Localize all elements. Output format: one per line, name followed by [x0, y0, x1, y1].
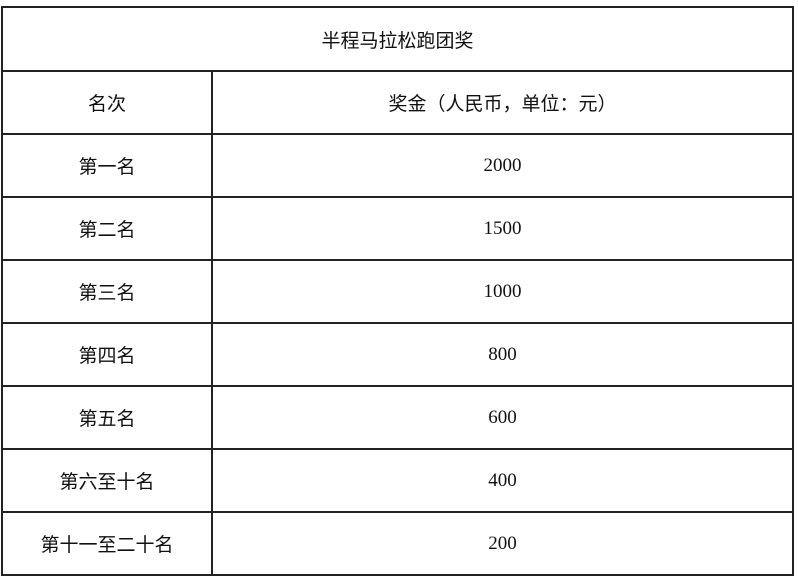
- table-row: 第一名 2000: [1, 133, 794, 198]
- prize-cell: 600: [211, 385, 794, 450]
- prize-cell: 800: [211, 322, 794, 387]
- table-row: 第二名 1500: [1, 196, 794, 261]
- table-row: 第五名 600: [1, 385, 794, 450]
- table-row: 第十一至二十名 200: [1, 511, 794, 576]
- rank-cell: 第六至十名: [1, 448, 213, 513]
- rank-cell: 第四名: [1, 322, 213, 387]
- prize-cell: 1000: [211, 259, 794, 324]
- prize-cell: 1500: [211, 196, 794, 261]
- table-row: 第三名 1000: [1, 259, 794, 324]
- prize-cell: 400: [211, 448, 794, 513]
- prize-cell: 2000: [211, 133, 794, 198]
- rank-cell: 第一名: [1, 133, 213, 198]
- header-rank: 名次: [1, 70, 213, 135]
- table-title: 半程马拉松跑团奖: [1, 6, 794, 72]
- title-row: 半程马拉松跑团奖: [1, 6, 794, 72]
- rank-cell: 第十一至二十名: [1, 511, 213, 576]
- header-row: 名次 奖金（人民币，单位：元）: [1, 70, 794, 135]
- rank-cell: 第三名: [1, 259, 213, 324]
- header-prize: 奖金（人民币，单位：元）: [211, 70, 794, 135]
- rank-cell: 第二名: [1, 196, 213, 261]
- prize-cell: 200: [211, 511, 794, 576]
- table-row: 第四名 800: [1, 322, 794, 387]
- prize-table: 半程马拉松跑团奖 名次 奖金（人民币，单位：元） 第一名 2000 第二名 15…: [1, 6, 794, 576]
- rank-cell: 第五名: [1, 385, 213, 450]
- table-row: 第六至十名 400: [1, 448, 794, 513]
